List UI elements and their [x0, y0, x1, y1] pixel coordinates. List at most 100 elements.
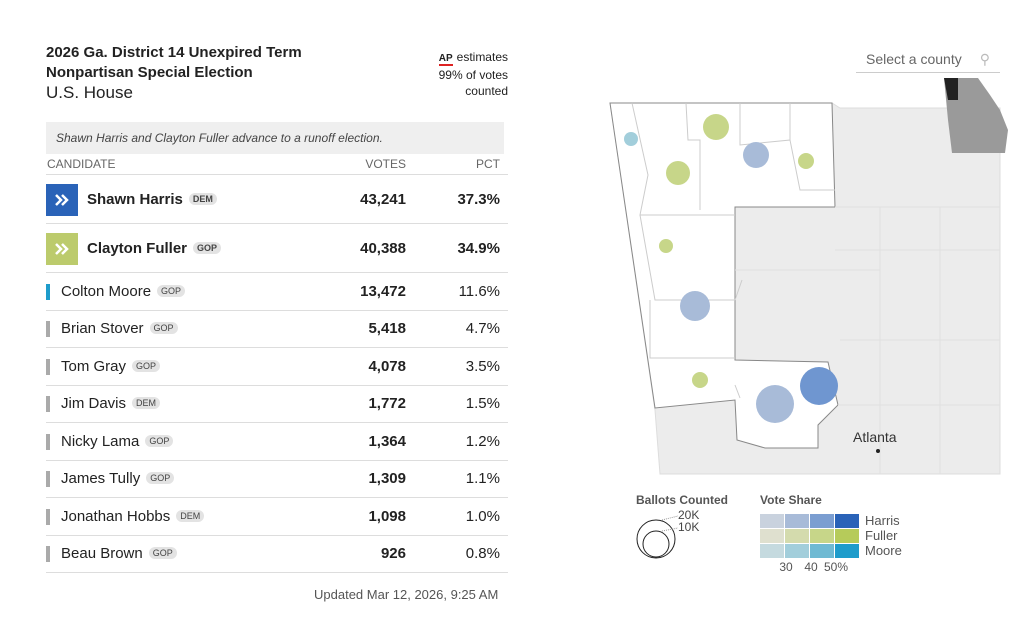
candidate: Shawn Harris DEM: [87, 191, 217, 208]
bubbles: [624, 114, 838, 423]
share-tick: 50%: [824, 560, 848, 574]
search-placeholder: Select a county: [866, 51, 962, 67]
votes: 4,078: [368, 357, 406, 375]
share-swatch: [785, 529, 809, 543]
candidate: Nicky Lama GOP: [61, 433, 174, 450]
advance-chevrons: [55, 193, 69, 206]
candidate-name: Shawn Harris: [87, 190, 183, 208]
title: 2026 Ga. District 14 Unexpired Term Nonpa…: [46, 43, 302, 83]
size-label: 10K: [678, 520, 699, 534]
votes: 40,388: [360, 239, 406, 257]
candidate-row: Shawn Harris DEM 43,241 37.3%: [46, 174, 508, 224]
votes: 43,241: [360, 190, 406, 208]
share-swatch: [810, 529, 834, 543]
candidate-name: Clayton Fuller: [87, 239, 188, 257]
votes: 1,309: [368, 470, 406, 488]
size-leader: [661, 527, 679, 532]
share-swatch: [785, 544, 809, 558]
party-badge: GOP: [132, 359, 161, 372]
candidate: James Tully GOP: [61, 470, 175, 488]
candidate: Tom Gray GOP: [61, 357, 161, 375]
ap-estimate: AP estimates 99% of votes counted: [408, 49, 508, 99]
share-swatch: [835, 529, 859, 543]
pct: 1.0%: [465, 507, 500, 525]
pct: 11.6%: [458, 282, 500, 300]
share-swatch: [810, 544, 834, 558]
share-swatch: [835, 514, 859, 528]
advance-icon: [46, 232, 78, 265]
color-bar: [46, 358, 50, 375]
pct: 1.5%: [465, 395, 500, 413]
bubble: [756, 385, 794, 423]
search-icon: ⚲: [979, 51, 990, 67]
county-lines: [735, 206, 1000, 474]
share-swatch: [835, 544, 859, 558]
candidate-row: Brian Stover GOP 5,418 4.7%: [46, 309, 508, 349]
color-bar: [46, 396, 50, 413]
county-search[interactable]: Select a county ⚲: [856, 46, 1000, 73]
candidate: Jim Davis DEM: [61, 395, 161, 413]
candidate-name: Jim Davis: [61, 395, 127, 413]
county-lines: [631, 102, 835, 399]
candidate: Beau Brown GOP: [61, 545, 177, 562]
share-swatch: [760, 529, 784, 543]
title-line: Nonpartisan Special Election: [46, 64, 253, 81]
col-header: CANDIDATE: [47, 157, 116, 171]
bubble: [743, 142, 769, 168]
share-swatch: [760, 514, 784, 528]
pct: 34.9%: [457, 239, 500, 257]
bubble: [659, 239, 673, 253]
bubble: [800, 367, 838, 405]
candidate-row: Clayton Fuller GOP 40,388 34.9%: [46, 223, 508, 273]
updated: Updated Mar 12, 2026, 9:25 AM: [314, 587, 499, 602]
pct: 1.1%: [465, 470, 500, 488]
color-bar: [46, 321, 50, 338]
candidate-row: Beau Brown GOP 926 0.8%: [46, 534, 508, 574]
party-badge: GOP: [146, 472, 175, 485]
share-tick: 30: [779, 560, 793, 574]
candidate-row: Jonathan Hobbs DEM 1,098 1.0%: [46, 497, 508, 536]
pct: 3.5%: [465, 357, 500, 375]
advance-chevrons: [55, 242, 69, 255]
party-badge: GOP: [193, 241, 222, 254]
color-bar: [46, 283, 50, 300]
candidate-row: Colton Moore GOP 13,472 11.6%: [46, 272, 508, 311]
district-inset: [944, 78, 958, 100]
color-bar: [46, 508, 50, 525]
candidate: Clayton Fuller GOP: [87, 239, 222, 257]
candidate: Brian Stover GOP: [61, 320, 178, 337]
legend-title: Vote Share: [760, 493, 822, 507]
party-badge: GOP: [148, 547, 177, 560]
candidate-name: James Tully: [61, 470, 141, 488]
party-badge: GOP: [157, 284, 186, 297]
votes: 1,364: [368, 432, 406, 450]
votes: 1,098: [368, 507, 406, 525]
col-header: VOTES: [365, 157, 406, 171]
size-label: 20K: [678, 508, 699, 522]
candidate-name: Tom Gray: [61, 357, 127, 375]
size-circle: [642, 530, 670, 558]
pct: 4.7%: [465, 320, 500, 338]
candidate-row: Jim Davis DEM 1,772 1.5%: [46, 384, 508, 424]
share-name: Fuller: [865, 528, 898, 543]
title-line: 2026 Ga. District 14 Unexpired Term: [46, 44, 302, 61]
city-dot: [876, 449, 880, 453]
color-bar: [46, 546, 50, 563]
subtitle: U.S. House: [46, 83, 133, 102]
party-badge: DEM: [132, 397, 161, 410]
pct: 0.8%: [465, 545, 500, 563]
share-name: Moore: [865, 543, 902, 558]
candidate-row: James Tully GOP 1,309 1.1%: [46, 459, 508, 499]
share-tick: 40: [804, 560, 818, 574]
pct: 1.2%: [465, 432, 500, 450]
city-label: Atlanta: [853, 429, 897, 445]
candidate-name: Colton Moore: [61, 282, 152, 300]
candidate-name: Brian Stover: [61, 320, 144, 338]
ap-text: 99% of votes: [438, 68, 508, 82]
candidate-row: Nicky Lama GOP 1,364 1.2%: [46, 422, 508, 461]
share-swatch: [760, 544, 784, 558]
color-bar: [46, 433, 50, 450]
color-bar: [46, 471, 50, 488]
